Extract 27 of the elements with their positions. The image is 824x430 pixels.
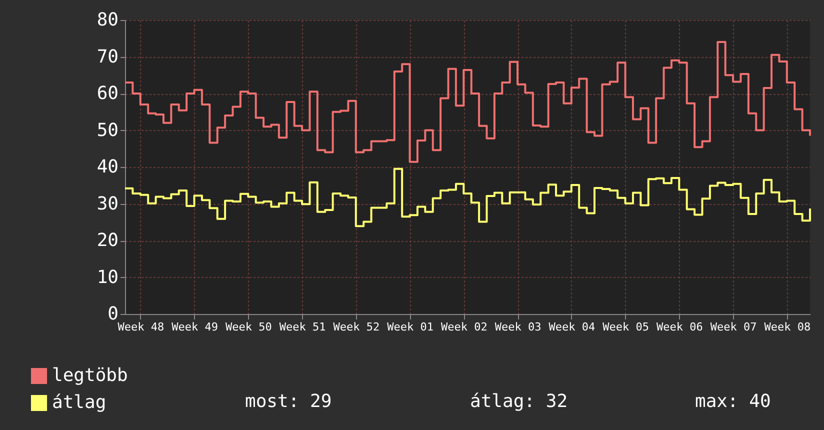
x-tick-label: Week 01 bbox=[387, 320, 434, 334]
y-tick-label: 40 bbox=[96, 156, 118, 178]
legend-label: átlag bbox=[52, 392, 106, 413]
y-tick-label: 60 bbox=[96, 83, 118, 104]
x-tick-label: Week 52 bbox=[333, 320, 380, 334]
y-tick-label: 50 bbox=[96, 120, 118, 141]
x-tick-label: Week 03 bbox=[494, 320, 542, 334]
x-tick-label: Week 48 bbox=[118, 320, 164, 334]
x-tick-label: Week 06 bbox=[656, 320, 703, 334]
x-tick-label: Week 50 bbox=[225, 320, 272, 334]
y-tick-label: 30 bbox=[96, 193, 118, 214]
x-tick-label: Week 04 bbox=[548, 320, 596, 334]
x-tick-label: Week 02 bbox=[440, 320, 488, 334]
x-tick-label: Week 49 bbox=[172, 320, 218, 334]
text: most: 29 bbox=[245, 391, 332, 412]
x-tick-label: Week 05 bbox=[602, 320, 649, 334]
text: átlag: 32 bbox=[470, 391, 568, 412]
x-tick-label: Week 08 bbox=[764, 320, 811, 334]
y-tick-label: 0 bbox=[108, 304, 118, 324]
y-tick-label: 80 bbox=[96, 10, 118, 30]
text: max: 40 bbox=[695, 391, 771, 412]
x-tick-label: Week 07 bbox=[710, 320, 757, 334]
y-tick-label: 20 bbox=[96, 230, 118, 251]
x-tick-label: Week 51 bbox=[279, 320, 326, 334]
legend-label: legtöbb bbox=[52, 365, 128, 386]
y-tick-label: 70 bbox=[96, 46, 118, 68]
y-tick-label: 10 bbox=[96, 266, 118, 288]
